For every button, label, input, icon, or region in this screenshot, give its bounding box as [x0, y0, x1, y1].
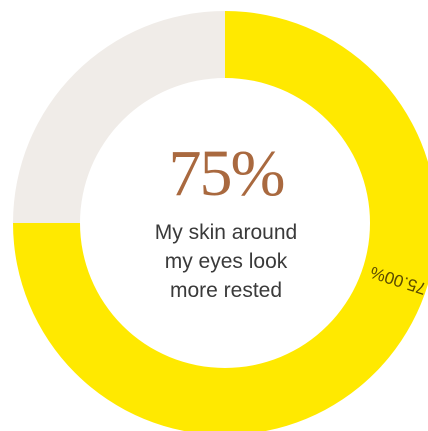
caption-line-2: my eyes look — [164, 250, 288, 273]
center-percentage: 75% — [168, 137, 286, 210]
caption-line-3: more rested — [169, 279, 283, 302]
caption-line-1: My skin around — [154, 221, 298, 244]
donut-slice-1 — [13, 11, 428, 431]
center-caption: My skin around my eyes look more rested — [114, 218, 338, 305]
donut-slice-2 — [13, 11, 225, 223]
